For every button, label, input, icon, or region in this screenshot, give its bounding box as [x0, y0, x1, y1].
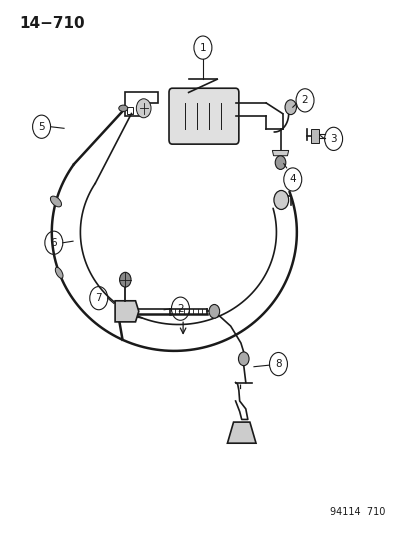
FancyBboxPatch shape	[169, 88, 238, 144]
Text: 1: 1	[199, 43, 206, 53]
Circle shape	[209, 304, 219, 318]
Polygon shape	[311, 130, 318, 142]
Text: 14−710: 14−710	[19, 16, 85, 31]
Circle shape	[238, 352, 249, 366]
Circle shape	[136, 99, 151, 118]
Circle shape	[275, 156, 285, 169]
Text: 8: 8	[275, 359, 281, 369]
Text: 5: 5	[38, 122, 45, 132]
Text: 4: 4	[289, 174, 295, 184]
Text: 2: 2	[177, 304, 183, 314]
Text: 2: 2	[301, 95, 308, 106]
Ellipse shape	[55, 267, 63, 278]
Text: 3: 3	[330, 134, 336, 144]
Text: 94114  710: 94114 710	[330, 507, 385, 517]
Polygon shape	[227, 422, 255, 443]
Ellipse shape	[50, 196, 62, 207]
Circle shape	[119, 272, 131, 287]
Circle shape	[284, 100, 296, 115]
Ellipse shape	[119, 105, 128, 111]
Text: 6: 6	[50, 238, 57, 248]
Polygon shape	[115, 301, 138, 322]
Polygon shape	[272, 150, 288, 156]
Circle shape	[273, 190, 288, 209]
Text: 7: 7	[95, 293, 102, 303]
